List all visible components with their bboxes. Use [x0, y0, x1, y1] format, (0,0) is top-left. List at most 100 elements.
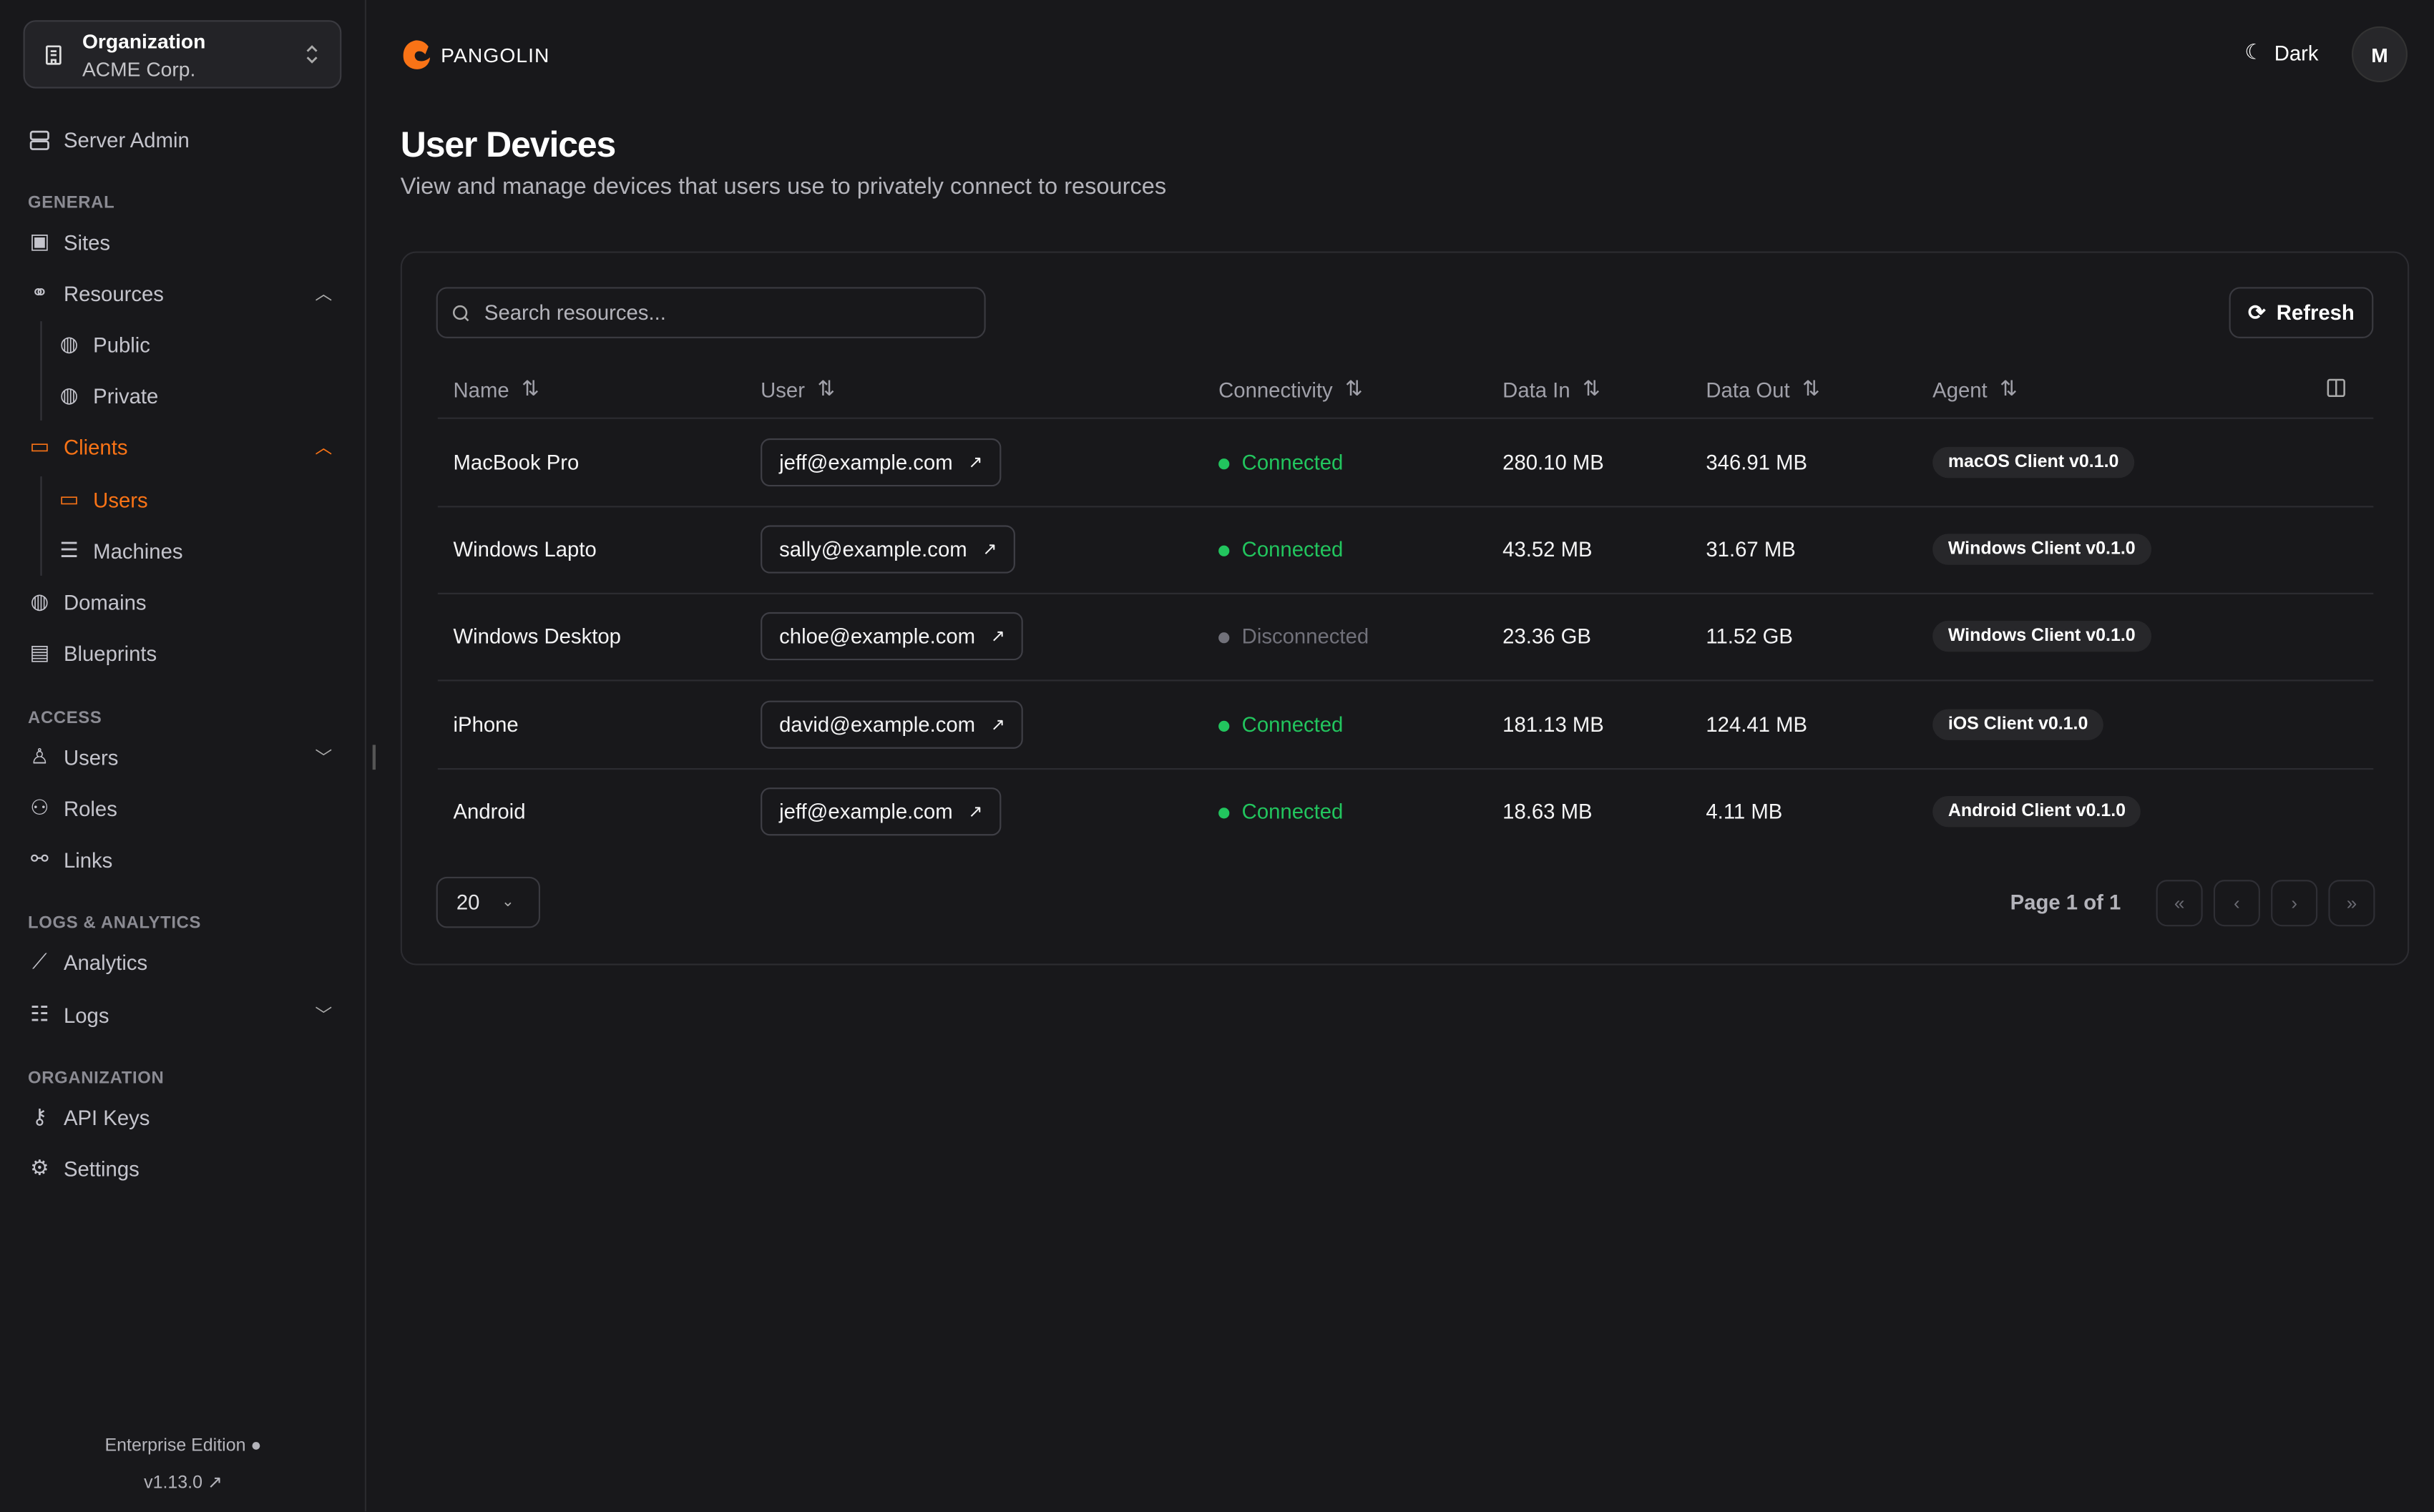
refresh-button[interactable]: ⟳ Refresh — [2229, 287, 2374, 338]
brand-logo[interactable]: PANGOLIN — [401, 37, 550, 72]
user-link-button[interactable]: sally@example.com ↗ — [761, 525, 1016, 574]
column-header-name[interactable]: Name ⇅ — [454, 377, 539, 402]
sites-icon: ▣ — [29, 230, 50, 253]
sort-icon: ⇅ — [1345, 377, 1363, 401]
avatar[interactable]: M — [2351, 26, 2408, 82]
section-access: ACCESS — [28, 709, 102, 728]
data-out: 346.91 MB — [1706, 451, 1808, 474]
sidebar-item-api-keys[interactable]: ⚷ API Keys — [28, 1100, 150, 1134]
sidebar-item-analytics[interactable]: ⟋ Analytics — [28, 945, 147, 979]
agent-badge: macOS Client v0.1.0 — [1932, 446, 2135, 478]
sort-icon: ⇅ — [1582, 377, 1600, 401]
section-general: GENERAL — [28, 194, 115, 213]
version-text: v1.13.0 — [144, 1474, 202, 1493]
chevron-down-icon[interactable]: ﹀ — [315, 1007, 333, 1026]
sidebar-item-settings[interactable]: ⚙ Settings — [28, 1152, 140, 1186]
user-link-button[interactable]: jeff@example.com ↗ — [761, 438, 1002, 487]
agent-badge: iOS Client v0.1.0 — [1932, 708, 2104, 740]
globe-icon: ◍ — [30, 589, 49, 613]
chevron-up-icon[interactable]: ︿ — [315, 438, 333, 458]
sidebar-item-logs[interactable]: ☷ Logs — [28, 998, 109, 1032]
link-icon: ⚯ — [31, 847, 49, 871]
page-title: User Devices — [400, 124, 617, 165]
sidebar-item-users[interactable]: ♙ Users — [28, 740, 118, 775]
status-dot — [1218, 545, 1230, 557]
sidebar-item-label: Resources — [63, 281, 164, 305]
column-label: Agent — [1932, 378, 1988, 401]
version-link[interactable]: v1.13.0 ↗ — [0, 1471, 366, 1493]
pangolin-logo-icon — [403, 40, 430, 69]
sidebar-item-private[interactable]: ◍ Private — [57, 378, 159, 413]
sidebar-item-users[interactable]: ▭ Users — [57, 483, 148, 517]
sidebar-item-label: Clients — [63, 435, 128, 459]
next-page-button[interactable]: › — [2271, 880, 2318, 927]
page-subtitle: View and manage devices that users use t… — [400, 173, 1167, 200]
column-header-agent[interactable]: Agent ⇅ — [1932, 377, 2017, 402]
sidebar-item-label: Users — [93, 488, 148, 511]
brand-name: PANGOLIN — [441, 42, 550, 67]
arrow-up-right-icon: ↗ — [968, 453, 983, 473]
sidebar: Organization ACME Corp. Server Admin GEN… — [0, 0, 376, 1512]
data-out: 4.11 MB — [1706, 799, 1783, 823]
sidebar-item-roles[interactable]: ⚇ Roles — [28, 791, 117, 825]
user-link-button[interactable]: chloe@example.com ↗ — [761, 612, 1024, 662]
connectivity-status: Connected — [1218, 451, 1343, 474]
theme-label: Dark — [2274, 41, 2319, 65]
data-in: 181.13 MB — [1502, 712, 1604, 736]
connectivity-status: Connected — [1218, 538, 1343, 561]
status-dot — [1218, 632, 1230, 644]
users-icon: ⚇ — [30, 796, 49, 820]
arrow-up-right-icon: ↗ — [982, 541, 997, 560]
sidebar-item-clients[interactable]: ▭ Clients — [28, 430, 127, 464]
page-size-select[interactable]: 20 ⌄ — [436, 876, 541, 928]
sidebar-item-label: Blueprints — [63, 642, 157, 665]
device-name: iPhone — [453, 712, 519, 736]
monitor-icon: ▭ — [29, 434, 50, 458]
prev-page-button[interactable]: ‹ — [2213, 880, 2260, 927]
moon-icon: ☾ — [2244, 40, 2264, 64]
sidebar-resize-handle[interactable] — [372, 745, 376, 770]
globe-lock-icon: ◍ — [59, 383, 79, 407]
sidebar-item-blueprints[interactable]: ▤ Blueprints — [28, 637, 157, 671]
sidebar-item-label: Settings — [63, 1157, 140, 1180]
chart-icon: ⟋ — [32, 949, 47, 973]
chevron-up-icon[interactable]: ︿ — [315, 285, 333, 305]
sidebar-item-public[interactable]: ◍ Public — [57, 328, 150, 362]
user-link-button[interactable]: david@example.com ↗ — [761, 699, 1024, 748]
org-label: Organization — [82, 29, 206, 53]
last-page-button[interactable]: » — [2328, 880, 2375, 927]
columns-toggle-icon[interactable] — [2325, 377, 2347, 398]
sidebar-item-resources[interactable]: ⚭ Resources — [28, 276, 164, 310]
status-text: Disconnected — [1241, 625, 1369, 649]
column-header-data-out[interactable]: Data Out ⇅ — [1706, 377, 1819, 402]
status-text: Connected — [1241, 799, 1344, 823]
column-label: Data In — [1502, 378, 1570, 401]
sidebar-item-server-admin[interactable]: Server Admin — [28, 122, 190, 157]
device-name: MacBook Pro — [453, 451, 580, 474]
arrow-up-right-icon: ↗ — [968, 802, 983, 822]
connectivity-status: Connected — [1218, 712, 1343, 736]
sidebar-item-label: Machines — [93, 539, 183, 563]
first-page-button[interactable]: « — [2156, 880, 2203, 927]
sort-icon: ⇅ — [2000, 377, 2018, 401]
sidebar-item-machines[interactable]: ☰ Machines — [57, 534, 182, 568]
sidebar-item-links[interactable]: ⚯ Links — [28, 843, 112, 877]
sidebar-item-sites[interactable]: ▣ Sites — [28, 225, 110, 260]
column-label: Data Out — [1706, 378, 1790, 401]
column-header-user[interactable]: User ⇅ — [761, 377, 835, 402]
theme-toggle[interactable]: ☾ Dark — [2244, 40, 2318, 65]
column-header-data-in[interactable]: Data In ⇅ — [1502, 377, 1600, 402]
org-switcher[interactable]: Organization ACME Corp. — [23, 20, 342, 89]
sidebar-item-domains[interactable]: ◍ Domains — [28, 585, 147, 619]
user-link-button[interactable]: jeff@example.com ↗ — [761, 787, 1002, 835]
sidebar-item-label: Domains — [63, 590, 147, 614]
search-input[interactable]: Search resources... — [436, 287, 986, 338]
header-divider — [437, 417, 2374, 419]
column-header-connectivity[interactable]: Connectivity ⇅ — [1218, 377, 1362, 402]
status-dot — [1218, 720, 1230, 731]
edition-label[interactable]: Enterprise Edition ● — [0, 1437, 366, 1455]
data-out: 11.52 GB — [1706, 625, 1793, 649]
chevron-down-icon[interactable]: ﹀ — [315, 749, 333, 768]
row-divider — [437, 767, 2374, 770]
server-icon: ☰ — [59, 538, 79, 562]
